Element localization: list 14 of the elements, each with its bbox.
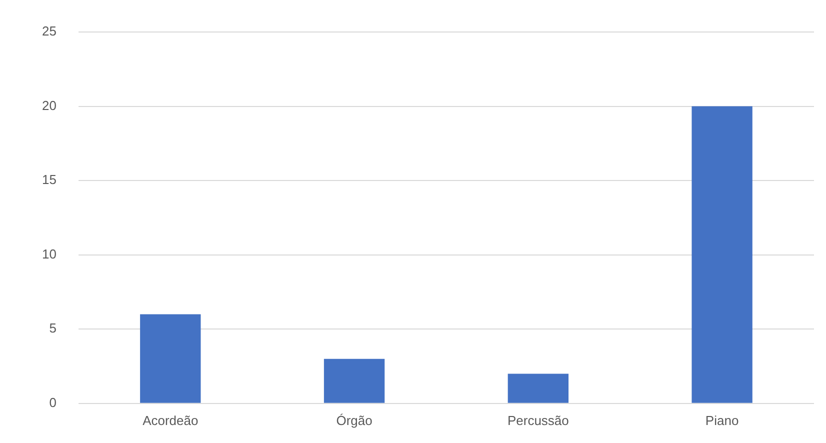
bar bbox=[140, 314, 201, 403]
y-tick-label: 10 bbox=[42, 246, 56, 262]
y-tick-label: 15 bbox=[42, 172, 56, 188]
y-tick-label: 5 bbox=[49, 320, 56, 336]
bar bbox=[692, 106, 752, 403]
x-tick-label: Percussão bbox=[507, 412, 569, 428]
y-tick-label: 25 bbox=[42, 24, 56, 39]
bar bbox=[508, 374, 569, 403]
x-tick-label: Órgão bbox=[336, 412, 372, 428]
bar bbox=[324, 358, 385, 403]
x-tick-label: Acordeão bbox=[142, 412, 198, 428]
x-tick-label: Piano bbox=[705, 412, 739, 428]
y-tick-label: 20 bbox=[42, 98, 56, 113]
y-tick-label: 0 bbox=[49, 394, 56, 410]
